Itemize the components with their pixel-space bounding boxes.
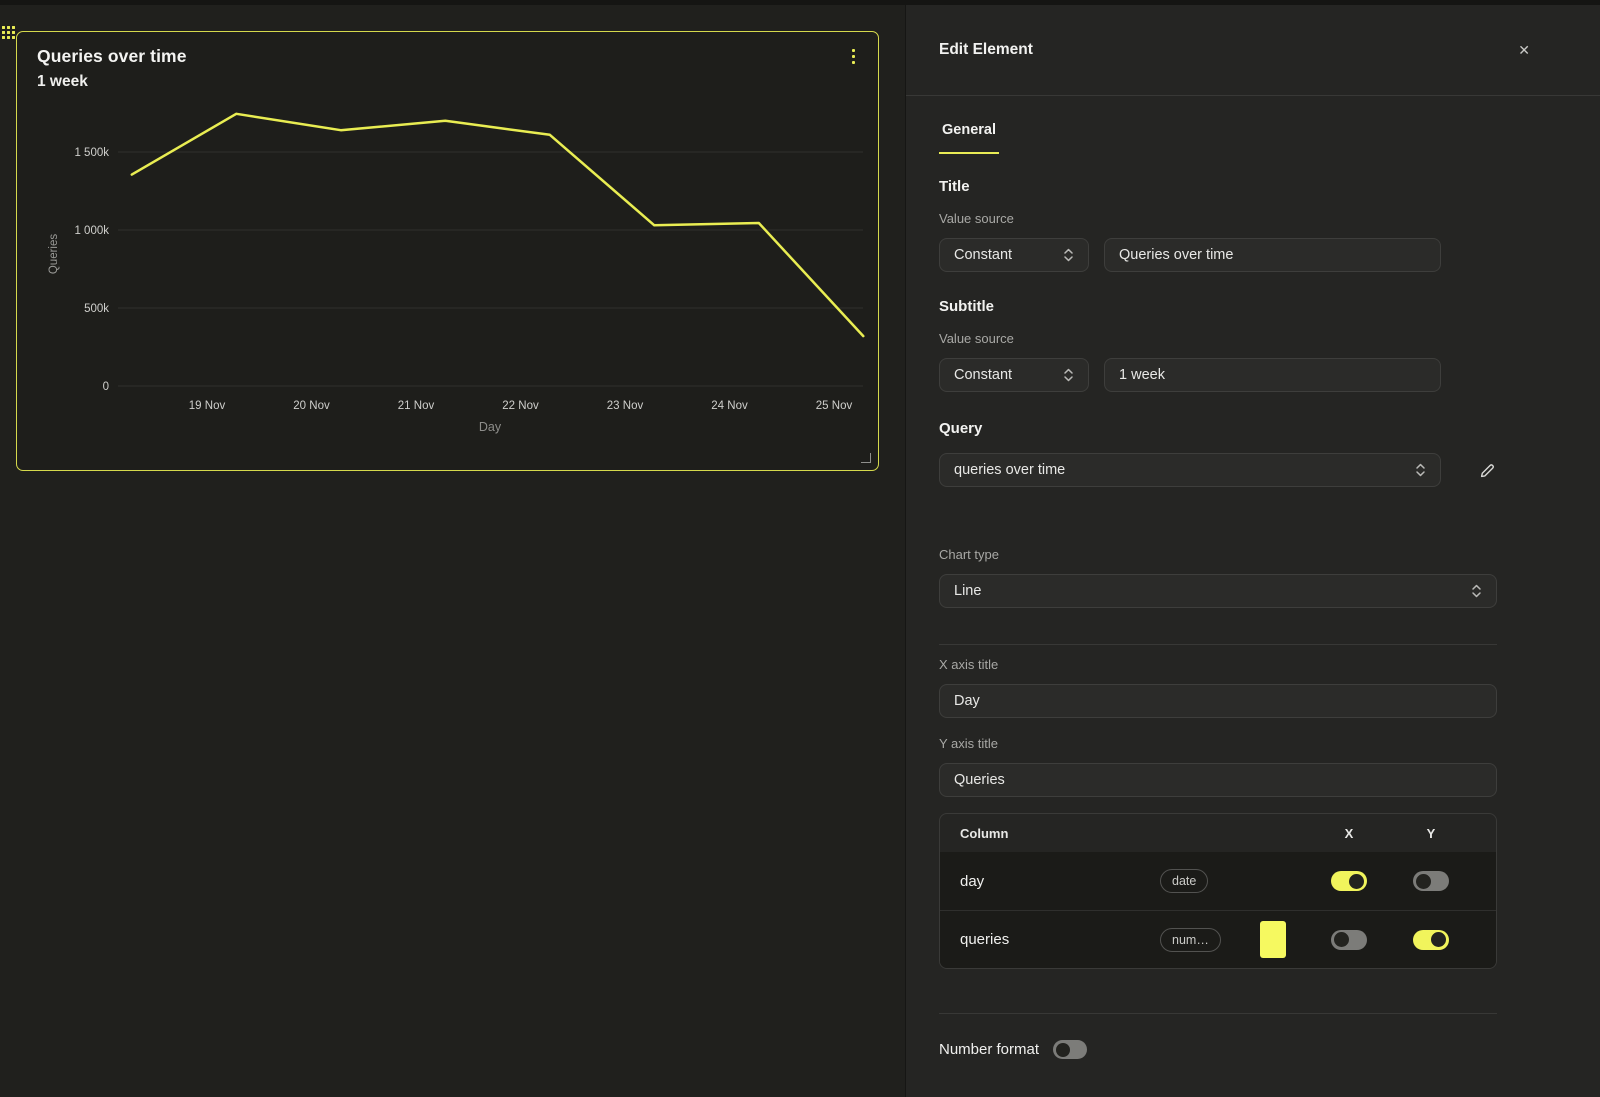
type-badge: num…	[1160, 927, 1221, 952]
subtitle-value-input[interactable]	[1104, 358, 1441, 392]
query-section-heading: Query	[939, 420, 983, 437]
chevron-updown-icon	[1416, 463, 1425, 477]
y-tick-label: 0	[103, 381, 109, 393]
day-x-toggle[interactable]	[1331, 871, 1367, 891]
subtitle-value-source-label: Value source	[939, 331, 1014, 346]
chart-subtitle: 1 week	[37, 73, 88, 90]
chart-type-label: Chart type	[939, 547, 999, 562]
divider	[939, 1013, 1497, 1014]
day-y-toggle[interactable]	[1413, 871, 1449, 891]
number-format-toggle[interactable]	[1053, 1040, 1088, 1059]
x-tick-label: 25 Nov	[816, 400, 853, 412]
x-axis-title-input[interactable]	[939, 684, 1497, 718]
subtitle-source-value: Constant	[954, 367, 1013, 383]
queries-y-toggle[interactable]	[1413, 929, 1449, 950]
divider	[939, 644, 1497, 645]
line-series-queries	[130, 112, 865, 338]
card-menu-kebab-icon[interactable]	[850, 47, 857, 66]
type-badge: date	[1160, 869, 1209, 893]
queries-x-toggle[interactable]	[1331, 929, 1367, 950]
subtitle-source-select[interactable]: Constant	[939, 358, 1089, 392]
column-name: queries	[960, 931, 1010, 948]
dashboard-canvas: Queries over time 1 week 0 500k 1 000k 1 50…	[0, 5, 905, 1097]
title-section-heading: Title	[939, 178, 970, 195]
title-source-select[interactable]: Constant	[939, 238, 1089, 272]
columns-table: Column X Y day date queries	[939, 813, 1497, 969]
number-format-label: Number format	[939, 1041, 1040, 1058]
tab-general[interactable]: General	[939, 122, 999, 154]
main-layout: Queries over time 1 week 0 500k 1 000k 1 50…	[0, 5, 1600, 1097]
panel-title: Edit Element	[939, 41, 1033, 58]
query-select[interactable]: queries over time	[939, 453, 1441, 487]
title-value-source-label: Value source	[939, 211, 1014, 226]
chart-card-header: Queries over time 1 week	[37, 46, 187, 91]
query-select-value: queries over time	[954, 462, 1066, 478]
y-axis-title: Queries	[48, 234, 60, 275]
x-axis-title-label: X axis title	[939, 657, 999, 672]
x-tick-label: 20 Nov	[293, 400, 330, 412]
x-tick-label: 19 Nov	[189, 400, 226, 412]
tab-bar: General	[939, 122, 1497, 154]
drag-handle-icon[interactable]	[2, 26, 15, 39]
chevron-updown-icon	[1064, 368, 1073, 382]
panel-body: General Title Value source Constant Subt…	[906, 122, 1600, 1059]
x-tick-label: 24 Nov	[711, 400, 748, 412]
close-icon[interactable]: ✕	[1518, 42, 1530, 58]
x-axis-title: Day	[479, 420, 502, 434]
y-tick-label: 500k	[84, 303, 109, 315]
y-axis-title-input[interactable]	[939, 763, 1497, 797]
column-name: day	[960, 872, 985, 890]
x-tick-label: 21 Nov	[398, 400, 435, 412]
edit-query-button[interactable]	[1478, 461, 1497, 480]
y-header: Y	[1426, 825, 1436, 841]
number-format-row: Number format	[939, 1040, 1497, 1059]
chevron-updown-icon	[1064, 248, 1073, 262]
x-tick-label: 23 Nov	[607, 400, 644, 412]
y-tick-label: 1 500k	[74, 147, 109, 159]
chart-title: Queries over time	[37, 46, 187, 66]
chevron-updown-icon	[1472, 584, 1481, 598]
edit-element-panel: Edit Element ✕ General Title Value sourc…	[905, 5, 1600, 1097]
resize-handle-icon[interactable]	[861, 453, 871, 463]
columns-table-header: Column X Y	[940, 814, 1496, 852]
subtitle-section-heading: Subtitle	[939, 298, 994, 315]
title-source-value: Constant	[954, 247, 1013, 263]
chart-type-value: Line	[954, 583, 982, 599]
y-axis-title-label: Y axis title	[939, 736, 999, 751]
table-row-day: day date	[940, 852, 1496, 910]
x-header: X	[1344, 825, 1354, 841]
x-tick-label: 22 Nov	[502, 400, 539, 412]
y-tick-label: 1 000k	[74, 225, 109, 237]
column-header: Column	[960, 825, 1009, 841]
chart-card[interactable]: Queries over time 1 week 0 500k 1 000k 1 50…	[16, 31, 879, 471]
title-value-input[interactable]	[1104, 238, 1441, 272]
series-color-swatch[interactable]	[1260, 921, 1286, 958]
chart-type-select[interactable]: Line	[939, 574, 1497, 608]
panel-header: Edit Element ✕	[906, 5, 1600, 96]
pencil-icon	[1480, 463, 1494, 477]
line-chart: 0 500k 1 000k 1 500k 19 Nov 20 Nov 21 Nov 22 No…	[48, 112, 865, 434]
table-row-queries: queries num…	[940, 910, 1496, 968]
